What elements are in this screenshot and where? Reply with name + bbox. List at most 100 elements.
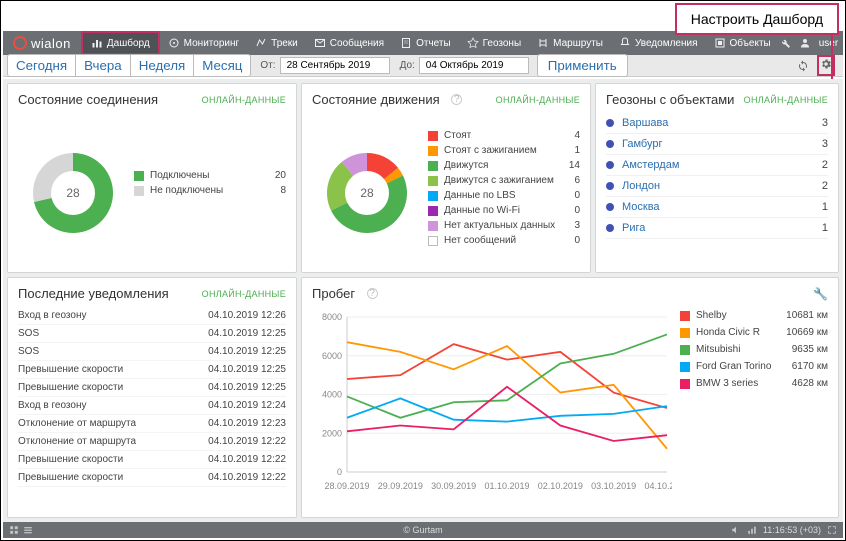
notifications-list: Вход в геозону04.10.2019 12:26SOS04.10.2…	[18, 307, 286, 487]
online-badge: ОНЛАЙН-ДАННЫЕ	[496, 95, 580, 105]
notification-time: 04.10.2019 12:25	[208, 382, 286, 393]
notification-text: Отклонение от маршрута	[18, 418, 136, 429]
logo-text: wialon	[31, 36, 71, 51]
range-Вчера[interactable]: Вчера	[75, 54, 131, 77]
legend-value: 20	[268, 170, 286, 181]
series-total: 10669 км	[786, 327, 828, 338]
legend-label: Движутся	[444, 160, 562, 171]
legend-item: Подключены20	[134, 168, 286, 183]
notification-row[interactable]: Вход в геозону04.10.2019 12:26	[18, 307, 286, 325]
help-icon[interactable]: ?	[451, 94, 462, 105]
notification-time: 04.10.2019 12:26	[208, 310, 286, 321]
to-label: До:	[400, 60, 415, 71]
user-icon[interactable]	[799, 37, 811, 49]
range-Неделя[interactable]: Неделя	[130, 54, 195, 77]
topbar-right: user ?	[779, 37, 846, 49]
apply-button[interactable]: Применить	[537, 54, 628, 77]
color-swatch	[680, 345, 690, 355]
geozone-dot-icon	[606, 224, 614, 232]
geozone-dot-icon	[606, 161, 614, 169]
geozone-row[interactable]: Рига1	[606, 218, 828, 239]
series-total: 10681 км	[786, 310, 828, 321]
nav-отчеты[interactable]: Отчеты	[392, 31, 459, 55]
svg-text:30.09.2019: 30.09.2019	[431, 481, 476, 491]
geozone-row[interactable]: Лондон2	[606, 176, 828, 197]
notification-row[interactable]: Вход в геозону04.10.2019 12:24	[18, 397, 286, 415]
legend-value: 0	[562, 205, 580, 216]
panel-connection: Состояние соединения ОНЛАЙН-ДАННЫЕ 28 По…	[7, 83, 297, 273]
grid-icon[interactable]	[9, 525, 19, 535]
color-swatch	[680, 311, 690, 321]
refresh-icon[interactable]	[797, 60, 809, 72]
wrench-icon[interactable]	[779, 37, 791, 49]
notification-row[interactable]: Отклонение от маршрута04.10.2019 12:23	[18, 415, 286, 433]
notification-time: 04.10.2019 12:25	[208, 328, 286, 339]
notification-text: Превышение скорости	[18, 364, 123, 375]
nav-сообщения[interactable]: Сообщения	[306, 31, 392, 55]
panel-connection-title: Состояние соединения	[18, 92, 158, 107]
svg-text:04.10.2019: 04.10.2019	[644, 481, 672, 491]
online-badge: ОНЛАЙН-ДАННЫЕ	[202, 95, 286, 105]
geozone-dot-icon	[606, 182, 614, 190]
nav-label: Маршруты	[553, 38, 603, 49]
geozone-count: 1	[822, 222, 828, 234]
legend-item: Нет актуальных данных3	[428, 218, 580, 233]
geozone-row[interactable]: Амстердам2	[606, 155, 828, 176]
panel-geozones: Геозоны с объектами ОНЛАЙН-ДАННЫЕ Варшав…	[595, 83, 839, 273]
range-Сегодня[interactable]: Сегодня	[7, 54, 76, 77]
range-Месяц[interactable]: Месяц	[193, 54, 251, 77]
legend-value: 4	[562, 130, 580, 141]
date-to-input[interactable]	[419, 57, 529, 74]
color-swatch	[680, 379, 690, 389]
geozone-row[interactable]: Гамбург3	[606, 134, 828, 155]
nav-label: Мониторинг	[184, 38, 239, 49]
notification-row[interactable]: SOS04.10.2019 12:25	[18, 343, 286, 361]
geozone-count: 3	[822, 117, 828, 129]
nav-геозоны[interactable]: Геозоны	[459, 31, 530, 55]
notification-row[interactable]: Превышение скорости04.10.2019 12:25	[18, 379, 286, 397]
notification-text: SOS	[18, 346, 39, 357]
geozone-name: Амстердам	[622, 159, 822, 171]
notification-time: 04.10.2019 12:22	[208, 454, 286, 465]
nav-label: Объекты	[730, 38, 771, 49]
nav-мониторинг[interactable]: Мониторинг	[160, 31, 247, 55]
nav-дашборд[interactable]: Дашборд	[81, 31, 160, 55]
notification-row[interactable]: SOS04.10.2019 12:25	[18, 325, 286, 343]
legend-label: Не подключены	[150, 185, 268, 196]
geozone-row[interactable]: Варшава3	[606, 113, 828, 134]
color-swatch	[428, 206, 438, 216]
notification-row[interactable]: Превышение скорости04.10.2019 12:25	[18, 361, 286, 379]
date-from-input[interactable]	[280, 57, 390, 74]
panel-motion: Состояние движения ? ОНЛАЙН-ДАННЫЕ 28 Ст…	[301, 83, 591, 273]
color-swatch	[428, 161, 438, 171]
signal-icon[interactable]	[747, 525, 757, 535]
sound-icon[interactable]	[731, 525, 741, 535]
list-icon[interactable]	[23, 525, 33, 535]
nav-треки[interactable]: Треки	[247, 31, 306, 55]
color-swatch	[428, 131, 438, 141]
color-swatch	[134, 186, 144, 196]
notification-text: Вход в геозону	[18, 400, 87, 411]
legend-item: Стоят4	[428, 128, 580, 143]
mileage-legend-item: BMW 3 series4628 км	[680, 375, 828, 392]
legend-item: Движутся14	[428, 158, 580, 173]
geozones-list: Варшава3Гамбург3Амстердам2Лондон2Москва1…	[606, 113, 828, 239]
notification-text: Превышение скорости	[18, 454, 123, 465]
fullscreen-icon[interactable]	[827, 525, 837, 535]
online-badge: ОНЛАЙН-ДАННЫЕ	[744, 95, 828, 105]
geozone-row[interactable]: Москва1	[606, 197, 828, 218]
legend-value: 0	[562, 235, 580, 246]
legend-value: 3	[562, 220, 580, 231]
notification-row[interactable]: Превышение скорости 04.10.2019 12:22	[18, 451, 286, 469]
nav-маршруты[interactable]: Маршруты	[529, 31, 611, 55]
notification-row[interactable]: Отклонение от маршрута04.10.2019 12:22	[18, 433, 286, 451]
geozone-name: Варшава	[622, 117, 822, 129]
nav-label: Треки	[271, 38, 298, 49]
username: user	[819, 38, 838, 49]
notification-row[interactable]: Превышение скорости04.10.2019 12:22	[18, 469, 286, 487]
svg-text:2000: 2000	[322, 428, 342, 438]
legend-item: Данные по Wi-Fi0	[428, 203, 580, 218]
panel-mileage: Пробег ? 🔧 0200040006000800028.09.201929…	[301, 277, 839, 518]
help-icon[interactable]: ?	[367, 288, 378, 299]
panel-settings-icon[interactable]: 🔧	[813, 287, 828, 301]
